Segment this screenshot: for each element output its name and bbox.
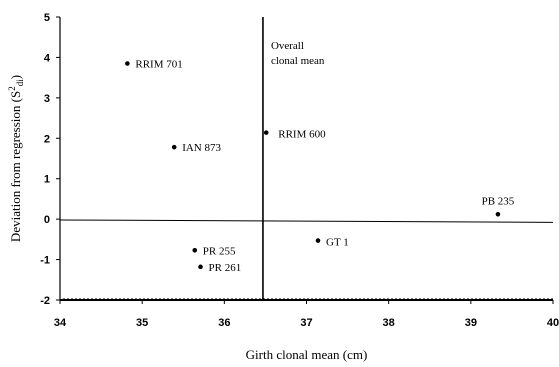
data-point (198, 264, 203, 270)
reference-lines: Overall clonal mean (59, 17, 554, 300)
data-point (315, 238, 321, 243)
overall-mean-label: clonal mean (271, 55, 325, 67)
y-tick-label: 1 (44, 174, 50, 186)
data-point (125, 61, 130, 66)
y-axis-title: Deviation from regression (S2di) (7, 75, 25, 242)
point-label: RRIM 600 (278, 129, 326, 141)
point-label: PR 261 (209, 262, 242, 274)
y-axis-title-close: ) (8, 75, 23, 79)
point-label: PR 255 (203, 245, 236, 257)
y-tick-label: -2 (40, 295, 50, 307)
x-axis-title: Girth clonal mean (cm) (246, 347, 368, 362)
y-tick-label: 3 (44, 93, 50, 105)
y-tick-label: 0 (44, 214, 50, 226)
x-tick-label: 37 (300, 317, 312, 329)
data-points: RRIM 701 IAN 873 RRIM 600 PB 235 GT 1 PR 255 P… (125, 58, 515, 274)
axes (56, 16, 554, 304)
overall-mean-label: Overall (271, 40, 304, 52)
y-axis-title-main: Deviation from regression (S (8, 91, 23, 242)
y-axis-title-sup: 2 (7, 86, 17, 91)
y-tick-label: 4 (44, 52, 51, 64)
x-tick-label: 40 (547, 317, 559, 329)
data-point (171, 144, 177, 150)
data-point (192, 247, 198, 253)
point-label: PB 235 (482, 195, 515, 207)
y-tick-label: 5 (44, 12, 50, 24)
x-tick-label: 35 (136, 317, 148, 329)
data-point (263, 130, 269, 135)
y-tick-label: -1 (40, 255, 50, 267)
y-tick-label: 2 (44, 133, 50, 145)
point-label: IAN 873 (182, 142, 221, 154)
data-point (495, 211, 501, 217)
point-label: RRIM 701 (135, 58, 182, 70)
y-axis-title-sub: di (15, 79, 25, 87)
x-tick-label: 38 (383, 317, 395, 329)
point-label: GT 1 (326, 237, 349, 249)
regression-line (59, 219, 554, 223)
x-tick-label: 34 (54, 317, 67, 329)
x-tick-label: 39 (465, 317, 477, 329)
x-tick-label: 36 (218, 317, 230, 329)
